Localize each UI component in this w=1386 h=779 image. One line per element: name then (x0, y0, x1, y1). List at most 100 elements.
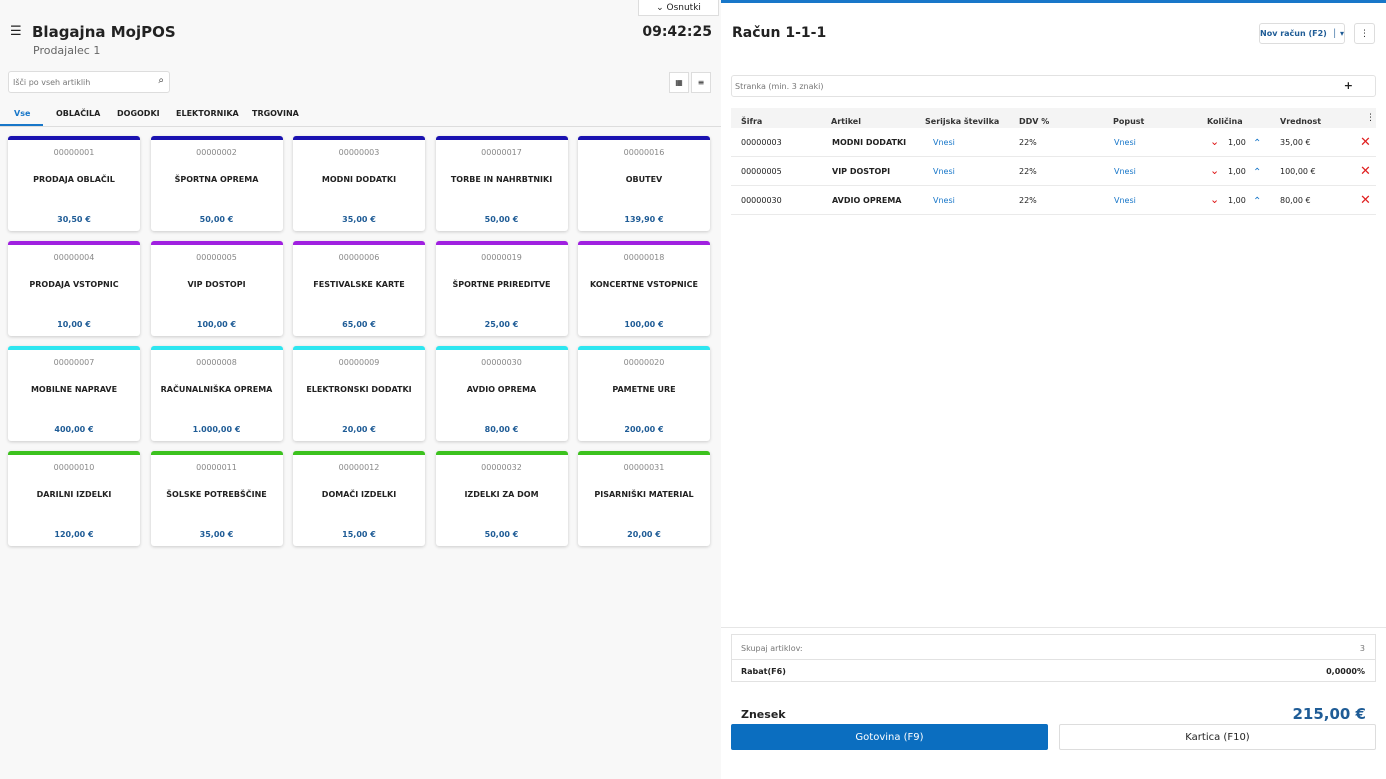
product-card[interactable]: 00000032 IZDELKI ZA DOM 50,00 € (435, 451, 568, 546)
decrease-qty[interactable]: ⌄ (1210, 193, 1220, 206)
vat: 22% (1019, 196, 1037, 205)
receipt-panel: Račun 1-1-1 Nov račun (F2) │ ▾ ⋮ Stranka… (721, 0, 1386, 779)
serial-link[interactable]: Vnesi (933, 167, 955, 176)
product-name: TORBE IN NAHRBTNIKI (450, 175, 553, 184)
column-header: Šifra (741, 117, 763, 126)
product-name: ŠOLSKE POTREBŠČINE (166, 490, 267, 499)
line-value: 80,00 € (1280, 196, 1311, 205)
product-card[interactable]: 00000030 AVDIO OPREMA 80,00 € (435, 346, 568, 441)
product-code: 00000001 (53, 148, 95, 157)
product-card[interactable]: 00000003 MODNI DODATKI 35,00 € (293, 136, 425, 231)
total-label: Znesek (741, 708, 786, 721)
serial-link[interactable]: Vnesi (933, 196, 955, 205)
line-value: 100,00 € (1280, 167, 1316, 176)
product-card[interactable]: 00000006 FESTIVALSKE KARTE 65,00 € (293, 241, 425, 336)
receipt-title: Račun 1-1-1 (732, 25, 827, 41)
increase-qty[interactable]: ⌃ (1253, 138, 1262, 149)
item-code: 00000030 (741, 196, 782, 205)
product-code: 00000032 (481, 463, 522, 472)
discount-link[interactable]: Vnesi (1114, 167, 1136, 176)
row-divider (731, 156, 1376, 157)
product-card[interactable]: 00000005 VIP DOSTOPI 100,00 € (150, 241, 283, 336)
product-card[interactable]: 00000011 ŠOLSKE POTREBŠČINE 35,00 € (150, 451, 283, 546)
remove-item[interactable]: ✕ (1360, 135, 1371, 150)
product-name: ELEKTRONSKI DODATKI (306, 385, 412, 394)
cash-button[interactable]: Gotovina (F9) (731, 724, 1048, 750)
product-card[interactable]: 00000012 DOMAČI IZDELKI 15,00 € (293, 451, 425, 546)
product-card[interactable]: 00000020 PAMETNE URE 200,00 € (578, 346, 710, 441)
grid-view[interactable]: ▦ (669, 72, 689, 93)
line-value: 35,00 € (1280, 138, 1311, 147)
product-card[interactable]: 00000009 ELEKTRONSKI DODATKI 20,00 € (293, 346, 425, 441)
product-name: MOBILNE NAPRAVE (30, 385, 118, 394)
product-name: FESTIVALSKE KARTE (313, 280, 405, 289)
product-name: OBUTEV (625, 175, 663, 184)
product-card[interactable]: 00000018 KONCERTNE VSTOPNICE 100,00 € (578, 241, 710, 336)
items-value: 3 (1359, 644, 1365, 653)
product-price: 1.000,00 € (192, 425, 241, 434)
tabs-divider (0, 126, 721, 127)
product-card[interactable]: 00000002 ŠPORTNA OPREMA 50,00 € (150, 136, 283, 231)
customer-placeholder: Stranka (min. 3 znaki) (735, 82, 824, 91)
increase-qty[interactable]: ⌃ (1253, 167, 1262, 178)
product-card[interactable]: 00000016 OBUTEV 139,90 € (578, 136, 710, 231)
product-price: 20,00 € (627, 530, 661, 539)
product-code: 00000011 (196, 463, 237, 472)
product-card[interactable]: 00000008 RAČUNALNIŠKA OPREMA 1.000,00 € (150, 346, 283, 441)
new-receipt-label: Nov račun (F2) (1260, 29, 1327, 38)
discount-value: 0,0000% (1326, 667, 1365, 676)
product-card[interactable]: 00000007 MOBILNE NAPRAVE 400,00 € (8, 346, 140, 441)
card-button[interactable]: Kartica (F10) (1059, 724, 1376, 750)
decrease-qty[interactable]: ⌄ (1210, 164, 1220, 177)
discount-link[interactable]: Vnesi (1114, 138, 1136, 147)
product-name: DARILNI IZDELKI (36, 490, 112, 499)
product-card[interactable]: 00000010 DARILNI IZDELKI 120,00 € (8, 451, 140, 546)
discount-link[interactable]: Vnesi (1114, 196, 1136, 205)
increase-qty[interactable]: ⌃ (1253, 196, 1262, 207)
product-card[interactable]: 00000017 TORBE IN NAHRBTNIKI 50,00 € (435, 136, 568, 231)
remove-item[interactable]: ✕ (1360, 164, 1371, 179)
product-name: PAMETNE URE (612, 385, 676, 394)
new-receipt-button[interactable]: Nov račun (F2) │ ▾ (1259, 23, 1345, 44)
drafts-tab[interactable]: ⌄ Osnutki (638, 0, 719, 16)
product-card[interactable]: 00000001 PRODAJA OBLAČIL 30,50 € (8, 136, 140, 231)
active-tab-indicator (0, 124, 43, 126)
item-name: VIP DOSTOPI (832, 167, 891, 176)
product-code: 00000003 (338, 148, 380, 157)
product-name: PISARNIŠKI MATERIAL (594, 490, 694, 499)
product-price: 50,00 € (199, 215, 234, 224)
category-tab[interactable]: OBLAČILA (56, 109, 101, 118)
category-tab[interactable]: Vse (14, 109, 31, 118)
more-button[interactable]: ⋮ (1354, 23, 1375, 44)
column-header: Artikel (831, 117, 861, 126)
category-tab[interactable]: ELEKTORNIKA (176, 109, 239, 118)
product-card[interactable]: 00000019 ŠPORTNE PRIREDITVE 25,00 € (435, 241, 568, 336)
product-card[interactable]: 00000004 PRODAJA VSTOPNIC 10,00 € (8, 241, 140, 336)
product-code: 00000019 (481, 253, 522, 262)
product-price: 50,00 € (484, 530, 519, 539)
product-code: 00000008 (196, 358, 237, 367)
discount-label[interactable]: Rabat(F6) (741, 667, 786, 676)
category-tab[interactable]: TRGOVINA (252, 109, 299, 118)
column-menu[interactable]: ⋮ (1366, 113, 1375, 123)
product-price: 50,00 € (484, 215, 519, 224)
column-header: DDV % (1019, 117, 1050, 126)
drafts-label: Osnutki (666, 2, 701, 13)
category-tab[interactable]: DOGODKI (117, 109, 160, 118)
subtitle: Prodajalec 1 (33, 44, 101, 57)
total-value: 215,00 € (1292, 705, 1366, 723)
add-customer[interactable]: + (1343, 79, 1353, 92)
product-code: 00000004 (53, 253, 95, 262)
item-name: MODNI DODATKI (832, 138, 907, 147)
customer-input[interactable]: Stranka (min. 3 znaki) + (731, 75, 1376, 97)
product-name: AVDIO OPREMA (466, 385, 537, 394)
list-view[interactable]: ≡ (691, 72, 711, 93)
remove-item[interactable]: ✕ (1360, 193, 1371, 208)
menu-icon[interactable]: ☰ (10, 24, 22, 39)
product-price: 200,00 € (624, 425, 664, 434)
decrease-qty[interactable]: ⌄ (1210, 135, 1220, 148)
product-card[interactable]: 00000031 PISARNIŠKI MATERIAL 20,00 € (578, 451, 710, 546)
search-icon: ⌕ (158, 75, 164, 86)
search-box[interactable]: Išči po vseh artiklih ⌕ (8, 71, 170, 93)
serial-link[interactable]: Vnesi (933, 138, 955, 147)
